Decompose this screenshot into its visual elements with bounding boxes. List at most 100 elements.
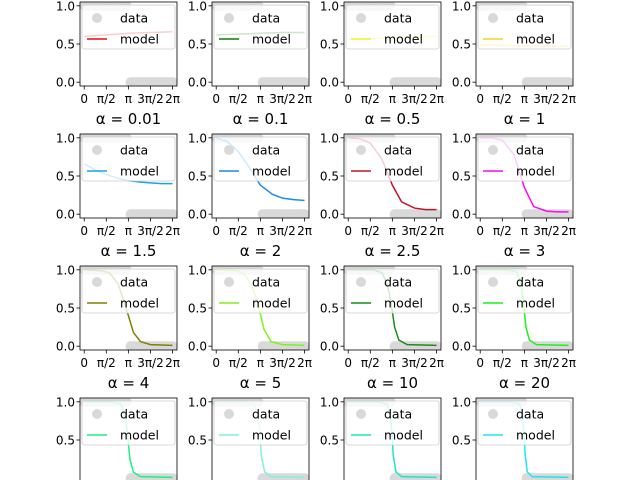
data-point [299,473,309,480]
legend-data-label: data [384,11,412,26]
legend-model-label: model [516,32,555,47]
legend-box [477,268,572,314]
panel: 0.0 0.5 1.0 0 π/2 π 3π/2 2π data model α = 4 [56,263,180,392]
panel: 0.0 0.5 1.0 0 π/2 π 3π/2 2π data model α = 0.01 [56,0,180,128]
y-tick-label: 0.0 [56,208,75,222]
panel-title: α = 10 [367,374,418,392]
x-tick-label: π [257,224,264,238]
x-tick-label: π/2 [493,224,512,238]
x-tick-label: 3π/2 [533,224,560,238]
panel: 0.0 0.5 1.0 0 π/2 π 3π/2 2π data model α = 0.1 [188,0,312,128]
x-tick-label: 2π [165,92,180,106]
y-tick-label: 0.0 [56,76,75,90]
legend-data-label: data [120,11,148,26]
legend-model-label: model [120,32,159,47]
legend-data-marker [356,277,366,287]
x-tick-label: 0 [212,92,220,106]
y-tick-label: 1.0 [452,0,471,13]
data-point [431,77,441,86]
legend-box [81,136,176,182]
panel: 0.5 1.0 data model [56,395,178,480]
panel: 0.5 1.0 data model [452,395,574,480]
data-point [563,77,573,86]
x-tick-label: 3π/2 [137,92,164,106]
legend-model-label: model [252,296,291,311]
x-tick-label: π [389,92,396,106]
y-tick-label: 0.0 [188,340,207,354]
legend-data-label: data [120,407,148,422]
x-tick-label: 3π/2 [533,356,560,370]
x-tick-label: 2π [561,224,576,238]
x-tick-label: 2π [429,224,444,238]
y-tick-label: 1.0 [452,263,471,277]
y-tick-label: 1.0 [452,131,471,145]
x-tick-label: π/2 [97,224,116,238]
legend-box [477,4,572,50]
panel-title: α = 20 [499,374,550,392]
panel-title: α = 1.5 [101,242,157,260]
panel-title: α = 4 [108,374,150,392]
legend-data-marker [488,409,498,419]
panel: 0.0 0.5 1.0 0 π/2 π 3π/2 2π data model α = 3 [452,131,576,260]
x-tick-label: π/2 [493,92,512,106]
x-tick-label: π/2 [229,356,248,370]
legend-data-marker [356,13,366,23]
y-tick-label: 1.0 [188,263,207,277]
x-tick-label: 2π [165,356,180,370]
panel: 0.5 1.0 data model [188,395,310,480]
x-tick-label: 0 [476,224,484,238]
y-tick-label: 0.5 [188,434,207,448]
legend-model-label: model [516,164,555,179]
panel: 0.0 0.5 1.0 0 π/2 π 3π/2 2π data model α = 1.5 [56,131,180,260]
legend-data-marker [356,409,366,419]
y-tick-label: 0.5 [320,434,339,448]
legend-data-label: data [252,275,280,290]
data-point [431,473,441,480]
legend-data-label: data [252,407,280,422]
legend-data-label: data [516,275,544,290]
panel-title: α = 1 [504,110,546,128]
legend-box [213,400,308,446]
y-tick-label: 0.5 [452,302,471,316]
y-tick-label: 0.0 [320,76,339,90]
x-tick-label: π/2 [493,356,512,370]
legend-data-label: data [384,407,412,422]
legend-box [345,400,440,446]
panel-title: α = 0.5 [365,110,421,128]
x-tick-label: 0 [476,356,484,370]
legend-data-marker [488,145,498,155]
x-tick-label: 2π [297,356,312,370]
legend-data-label: data [120,143,148,158]
x-tick-label: 3π/2 [269,356,296,370]
legend-model-label: model [252,32,291,47]
legend-model-label: model [516,428,555,443]
x-tick-label: 2π [429,92,444,106]
panel: 0.0 0.5 1.0 0 π/2 π 3π/2 2π data model α = 2 [188,131,312,260]
x-tick-label: π/2 [229,224,248,238]
y-tick-label: 0.5 [56,170,75,184]
legend-data-marker [224,277,234,287]
x-tick-label: π/2 [97,92,116,106]
x-tick-label: 0 [344,356,352,370]
x-tick-label: 3π/2 [401,224,428,238]
legend-data-marker [92,145,102,155]
x-tick-label: 2π [165,224,180,238]
y-tick-label: 0.0 [320,340,339,354]
x-tick-label: 3π/2 [401,356,428,370]
y-tick-label: 1.0 [188,0,207,13]
legend-data-label: data [516,143,544,158]
legend-box [477,136,572,182]
legend-data-label: data [384,143,412,158]
y-tick-label: 0.5 [188,170,207,184]
y-tick-label: 0.5 [452,434,471,448]
data-point [167,77,177,86]
y-tick-label: 1.0 [188,395,207,409]
y-tick-label: 0.5 [56,38,75,52]
y-tick-label: 1.0 [320,395,339,409]
y-tick-label: 0.5 [56,434,75,448]
x-tick-label: π/2 [361,356,380,370]
y-tick-label: 0.5 [452,170,471,184]
legend-data-label: data [252,11,280,26]
y-tick-label: 1.0 [320,0,339,13]
